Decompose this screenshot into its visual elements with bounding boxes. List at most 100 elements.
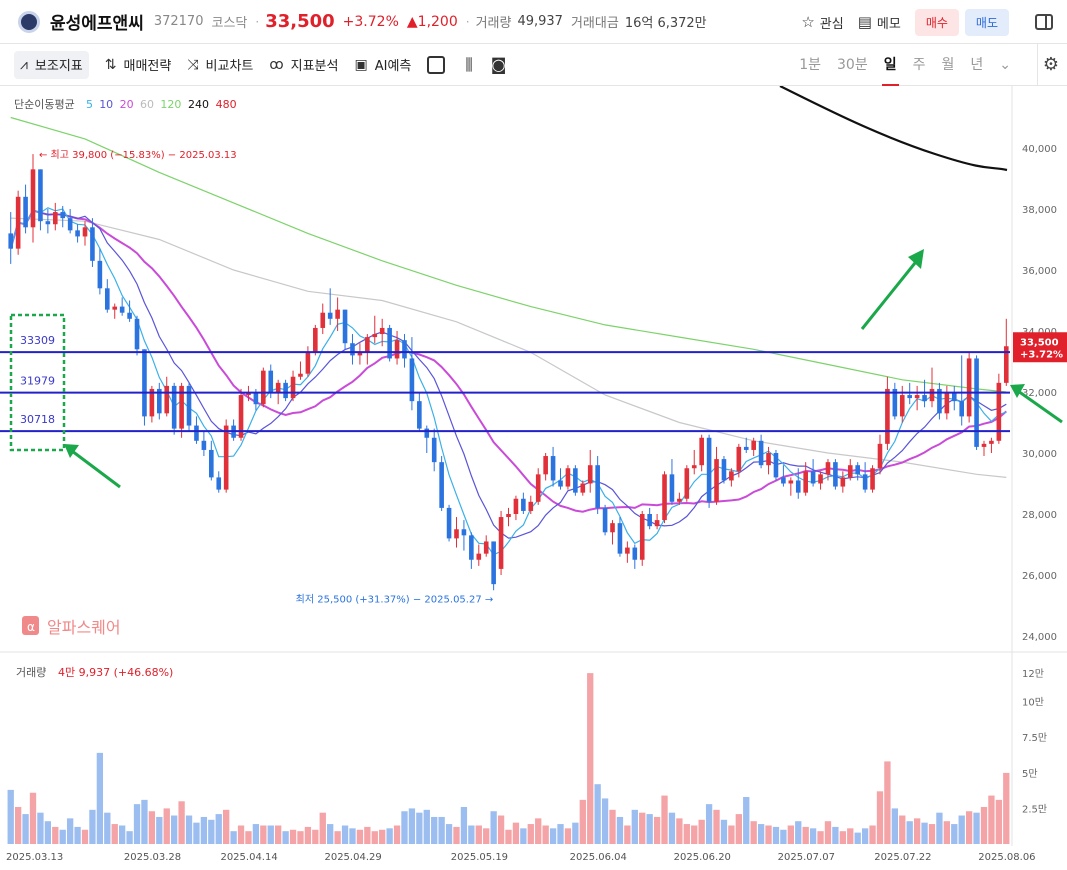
candle-body <box>855 465 860 475</box>
last-price-label: 33,500 <box>1020 337 1059 348</box>
analysis-button[interactable]: ꝏ 지표분석 <box>269 51 338 79</box>
candle-body <box>313 327 318 353</box>
candle-body <box>253 392 259 405</box>
volume-bar <box>832 826 839 844</box>
volume-tick-label: 10만 <box>1022 697 1044 709</box>
moving-average-lines <box>9 116 1007 556</box>
date-axis: 2025.03.13 2025.03.28 2025.04.14 2025.04.29… <box>6 852 1036 863</box>
volume-bar <box>304 826 312 844</box>
period-1min[interactable]: 1분 <box>799 57 821 73</box>
compare-label: 비교차트 <box>205 59 254 74</box>
candle-body <box>691 465 697 469</box>
period-year[interactable]: 년 <box>970 57 984 73</box>
candle-body <box>825 462 831 475</box>
volume-bar <box>431 816 438 844</box>
side-panel-icon[interactable] <box>1035 14 1053 30</box>
candle-body <box>157 388 162 414</box>
date-tick-label: 2025.06.04 <box>570 852 627 863</box>
candle-body <box>402 340 407 359</box>
volume-bar <box>906 821 913 844</box>
volume-bar <box>52 826 59 844</box>
memo-button[interactable]: ▤ 메모 <box>858 13 901 32</box>
toolbar-divider <box>1037 44 1038 86</box>
volume-bar <box>66 818 74 844</box>
volume-bar <box>973 812 980 844</box>
watch-label: 관심 <box>819 16 844 32</box>
price-axis: 40,00038,00036,00034,00032,00030,00028,0… <box>1022 144 1057 643</box>
volume-label: 거래량 <box>475 16 512 31</box>
strategy-label: 매매전략 <box>123 59 172 74</box>
indicator-button[interactable]: ⩘ 보조지표 <box>14 50 89 79</box>
strategy-button[interactable]: ⇅ 매매전략 <box>105 51 172 79</box>
period-month[interactable]: 월 <box>941 57 955 73</box>
candle-body <box>587 465 593 484</box>
date-tick-label: 2025.04.14 <box>220 852 277 863</box>
candle-body <box>387 327 392 359</box>
volume-bar <box>624 825 631 844</box>
watch-button[interactable]: ☆ 관심 <box>801 13 843 32</box>
volume-bar <box>720 819 728 844</box>
low-annotation: 최저 25,500 (+31.37%) − 2025.05.27 → <box>296 593 494 605</box>
volume-bar <box>230 831 237 844</box>
volume-bar <box>936 812 943 844</box>
buy-button[interactable]: 매수 <box>914 8 959 36</box>
candle-body <box>209 449 214 478</box>
ai-label: AI예측 <box>374 59 412 74</box>
period-week[interactable]: 주 <box>912 57 926 73</box>
ai-button[interactable]: ▣ AI예측 <box>354 51 411 79</box>
candle-body <box>766 453 771 466</box>
candle-body <box>974 358 979 447</box>
camera-icon[interactable]: ◙ <box>490 55 507 74</box>
ma-legend-120: 120 <box>160 98 181 111</box>
period-day[interactable]: 일 <box>881 44 899 86</box>
volume-bar <box>59 829 66 844</box>
horizontal-levels[interactable]: 33309 31979 30718 <box>0 334 1010 433</box>
amount-label: 거래대금 <box>570 16 619 31</box>
candle-body <box>625 547 630 554</box>
volume-bar <box>505 829 512 844</box>
volume-bar <box>483 828 490 844</box>
ma20-line <box>9 209 1007 513</box>
volume-bar <box>728 825 735 844</box>
price-chart[interactable]: 단순이동평균 5 10 20 60 120 240 480 33309 31979 30718 4… <box>0 86 1067 870</box>
volume-bar <box>393 825 401 844</box>
candle-body <box>862 474 868 490</box>
stock-name[interactable]: 윤성에프앤씨 <box>50 14 144 34</box>
volume-tick-label: 7.5만 <box>1022 732 1047 744</box>
ma-legend-480: 480 <box>216 98 237 111</box>
compare-button[interactable]: ⤨ 비교차트 <box>187 51 253 79</box>
candle-type-icon[interactable]: ⫼ <box>465 54 473 74</box>
candle-body <box>550 456 556 481</box>
candles <box>8 154 1009 591</box>
volume-bar <box>713 809 720 844</box>
volume-bar <box>29 792 37 844</box>
candle-body <box>142 349 147 417</box>
candle-body <box>610 523 615 533</box>
arrow-up-right-icon <box>908 249 924 269</box>
volume-bar <box>750 821 757 844</box>
period-more-chevron-icon[interactable]: ⌄ <box>999 57 1011 73</box>
volume-bar <box>951 824 958 844</box>
volume-bar <box>260 825 267 844</box>
volume-bar <box>542 825 549 844</box>
period-30min[interactable]: 30분 <box>837 57 868 73</box>
candle-body <box>706 437 712 502</box>
candle-body <box>506 514 511 518</box>
candle-body <box>409 358 415 402</box>
watermark-text: 알파스퀘어 <box>47 618 121 637</box>
candle-body <box>8 233 14 249</box>
settings-gear-icon[interactable]: ⚙ <box>1042 54 1059 75</box>
candle-body <box>937 388 942 414</box>
drawing-box-icon[interactable] <box>427 55 446 74</box>
candle-body <box>743 446 749 450</box>
candle-body <box>847 465 853 478</box>
volume-bar <box>408 808 416 844</box>
ma240-line <box>779 86 1008 172</box>
ma5-line <box>10 207 1007 556</box>
arrow-left-up-icon <box>64 444 79 458</box>
candle-body <box>580 483 586 493</box>
candle-body <box>30 169 36 228</box>
sell-button[interactable]: 매도 <box>964 8 1009 36</box>
volume-bar <box>252 824 260 844</box>
level-label: 33309 <box>20 334 55 347</box>
